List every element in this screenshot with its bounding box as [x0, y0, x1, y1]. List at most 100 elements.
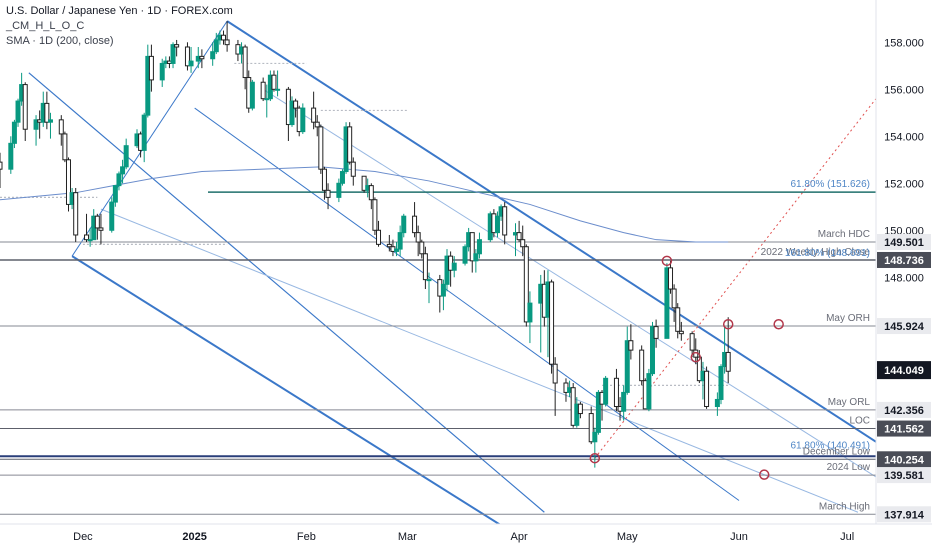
candle-body [224, 39, 230, 46]
pivot-marker-4 [773, 319, 784, 330]
candle [98, 213, 104, 245]
candle-body [613, 377, 619, 408]
candle [224, 21, 230, 52]
candle [145, 44, 151, 118]
candle [184, 42, 190, 71]
candle-body [592, 431, 598, 443]
candle-body [199, 55, 205, 60]
price-tag-box-december-low [877, 451, 931, 468]
candle [123, 138, 129, 170]
candle [62, 131, 68, 163]
candle-body [170, 44, 176, 64]
time-tick-label: May [617, 531, 638, 543]
candle [502, 202, 508, 245]
candle [394, 242, 400, 257]
candle [422, 246, 428, 290]
pivot-marker-2 [690, 351, 702, 363]
candle-body [271, 74, 277, 90]
candle [141, 112, 147, 163]
candle-body [289, 100, 295, 126]
candle [221, 30, 227, 45]
candle [325, 183, 331, 210]
candle-body [653, 326, 659, 339]
candle-body [300, 107, 306, 133]
level-label-march-high: March High [819, 501, 870, 512]
candle [15, 98, 21, 127]
candle-body [314, 121, 320, 128]
candle-body [675, 307, 681, 332]
price-tag-loc: 141.562 [884, 424, 924, 436]
candle [112, 185, 118, 207]
candle [311, 91, 317, 130]
candle-body [336, 182, 342, 198]
candle-body [148, 55, 154, 81]
candle-body [646, 373, 652, 410]
candle-body [311, 107, 317, 123]
candle-body [549, 281, 555, 365]
candle [289, 96, 295, 127]
candle-body [145, 55, 151, 116]
candle-body [184, 46, 190, 67]
candle-body [520, 239, 526, 248]
candle-body [714, 398, 720, 408]
candle [494, 211, 500, 238]
level-label-may-orh: May ORH [826, 313, 870, 324]
current-price-box [877, 361, 931, 380]
candle-body [401, 215, 407, 234]
price-tag-march-high: 137.914 [884, 509, 925, 521]
candle-body [350, 161, 356, 177]
time-tick-label: 2025 [182, 531, 206, 543]
time-tick-label: Feb [297, 531, 316, 543]
candle [603, 375, 609, 407]
candle [210, 42, 216, 66]
candle [318, 124, 324, 174]
candle [613, 368, 619, 412]
candle-body [412, 215, 418, 234]
candle-body [347, 126, 353, 163]
candle-body [47, 119, 53, 123]
candle [595, 390, 601, 435]
candle [552, 357, 558, 416]
candle-body [394, 248, 400, 252]
candle [649, 321, 655, 376]
candle-body [469, 232, 475, 262]
candle [397, 225, 403, 257]
candle-body [397, 232, 403, 250]
pivot-marker-5 [758, 469, 770, 480]
indicator-hloc: _CM_H_L_O_C [6, 20, 85, 32]
candle-body [678, 330, 684, 335]
candle-body [588, 413, 594, 443]
candle-body [473, 253, 479, 262]
pivot-marker-3 [722, 319, 734, 330]
candle-body [210, 51, 216, 60]
candle-body [725, 351, 731, 372]
candle-body [376, 229, 382, 245]
candle [646, 368, 652, 412]
channel-upper-line [226, 20, 876, 443]
time-tick-label: Jul [840, 531, 854, 543]
price-tag-weekly-high-close-2022: 148.736 [884, 255, 924, 267]
candle-body [516, 232, 522, 241]
candle [624, 326, 630, 395]
candle [653, 319, 659, 348]
candle [271, 70, 277, 92]
candle-body [361, 175, 367, 191]
candle [527, 291, 533, 344]
candle [419, 239, 425, 259]
candle [372, 197, 378, 235]
candle-body [419, 241, 425, 255]
candle [714, 392, 720, 416]
candle-body [527, 302, 533, 323]
candle-body [98, 227, 104, 231]
candle [401, 213, 407, 238]
candle [174, 39, 180, 57]
candle [440, 279, 446, 311]
candle-body [109, 201, 115, 231]
candle [412, 202, 418, 238]
candle [516, 220, 522, 243]
candle [577, 401, 583, 419]
candle [33, 115, 39, 146]
candle [451, 256, 457, 278]
candle-body [260, 81, 266, 100]
candle [293, 98, 299, 118]
